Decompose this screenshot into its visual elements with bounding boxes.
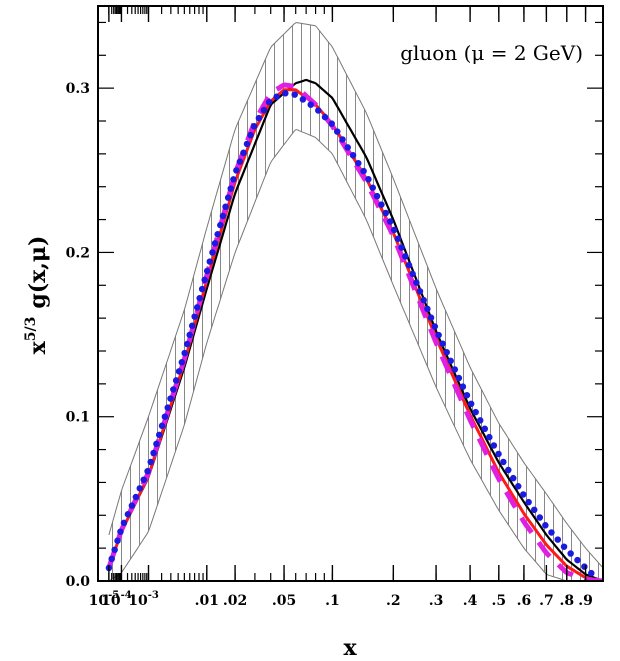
axis-tick-labels: 0.00.10.20.310-510-410-3.01.02.05.1.2.3.… xyxy=(66,81,593,609)
x-tick-label: 10-4 xyxy=(101,590,132,609)
x-tick-label: 10-3 xyxy=(128,590,159,609)
axis-ticks xyxy=(98,6,604,582)
y-tick-label: 0.2 xyxy=(66,245,90,261)
y-label-base: x xyxy=(25,340,51,354)
y-tick-label: 0.1 xyxy=(66,410,90,426)
plot-frame xyxy=(97,5,604,582)
y-tick-label: 0.0 xyxy=(66,574,91,590)
y-label-rest: g(x,μ) xyxy=(25,236,51,309)
x-tick-label: .5 xyxy=(492,593,507,609)
band-upper-edge xyxy=(108,22,603,569)
x-axis-label: x xyxy=(343,635,357,661)
x-tick-label: .9 xyxy=(578,593,593,609)
x-tick-label: .02 xyxy=(223,593,247,609)
x-tick-exponent: -5 xyxy=(108,590,119,601)
series-line-0 xyxy=(107,78,603,581)
x-tick-exponent: -4 xyxy=(121,590,132,601)
y-label-exp: 5/3 xyxy=(23,317,39,342)
y-tick-label: 0.3 xyxy=(66,81,90,97)
curves xyxy=(105,78,603,581)
uncertainty-band xyxy=(108,22,603,581)
x-tick-label: .4 xyxy=(463,593,478,609)
x-tick-label: .6 xyxy=(517,593,532,609)
y-axis-label: x5/3 g(x,μ) xyxy=(23,236,51,355)
band-fill xyxy=(108,22,603,581)
series-line-3 xyxy=(105,89,598,580)
x-tick-label: .1 xyxy=(325,593,340,609)
band-lower-edge xyxy=(108,129,603,581)
x-tick-label: .8 xyxy=(559,593,574,609)
x-tick-label: .05 xyxy=(272,593,296,609)
chart-title: gluon (μ = 2 GeV) xyxy=(400,41,583,65)
x-tick-label: .3 xyxy=(429,593,444,609)
x-tick-exponent: -3 xyxy=(148,590,159,601)
x-tick-label: .2 xyxy=(386,593,401,609)
x-tick-label: .7 xyxy=(539,593,554,609)
x-tick-label: .01 xyxy=(195,593,219,609)
